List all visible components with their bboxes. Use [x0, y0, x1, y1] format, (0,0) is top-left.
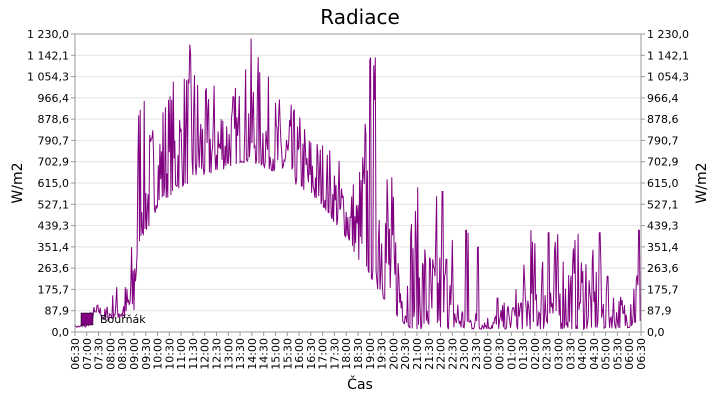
x-tick-label: 14:30 — [258, 338, 271, 370]
x-tick-label: 08:00 — [104, 338, 117, 370]
y-tick-label: 1 142,1 — [647, 49, 689, 62]
x-tick-label: 21:00 — [411, 338, 424, 370]
x-tick-label: 23:00 — [458, 338, 471, 370]
x-tick-label: 04:30 — [588, 338, 601, 370]
x-tick-label: 09:00 — [128, 338, 141, 370]
x-tick-label: 03:00 — [552, 338, 565, 370]
x-tick-label: 20:30 — [399, 338, 412, 370]
y-tick-label: 439,3 — [38, 220, 70, 233]
y-tick-label: 351,4 — [38, 241, 70, 254]
y-tick-label: 1 142,1 — [27, 49, 69, 62]
series-layer — [74, 38, 642, 331]
x-tick-label: 05:00 — [600, 338, 613, 370]
y-tick-label: 878,6 — [38, 113, 70, 126]
y-tick-label: 87,9 — [45, 305, 70, 318]
x-tick-label: 23:30 — [470, 338, 483, 370]
x-tick-label: 17:00 — [317, 338, 330, 370]
x-tick-label: 18:30 — [352, 338, 365, 370]
y-axis-right: 0,0 87,9 175,7 263,6 351,4 439,3 527,1 615,0 702… — [641, 28, 689, 339]
x-tick-label: 19:00 — [364, 338, 377, 370]
x-tick-label: 06:30 — [635, 338, 648, 370]
x-tick-label: 01:00 — [505, 338, 518, 370]
x-tick-label: 05:30 — [611, 338, 624, 370]
y-tick-label: 702,9 — [38, 156, 70, 169]
y-tick-label: 878,6 — [647, 113, 679, 126]
chart-title: Radiace — [320, 5, 400, 29]
y-tick-label: 1 230,0 — [647, 28, 689, 41]
y-tick-label: 175,7 — [38, 283, 70, 296]
y-tick-label: 175,7 — [647, 283, 679, 296]
y-tick-label: 1 054,3 — [647, 71, 689, 84]
y-tick-label: 351,4 — [647, 241, 679, 254]
x-tick-label: 20:00 — [387, 338, 400, 370]
y-tick-label: 1 054,3 — [27, 71, 69, 84]
x-tick-label: 15:30 — [281, 338, 294, 370]
x-tick-label: 22:00 — [435, 338, 448, 370]
x-tick-label: 08:30 — [116, 338, 129, 370]
x-axis: 06:3007:0007:3008:0008:3009:0009:3010:00… — [69, 332, 648, 370]
x-tick-label: 21:30 — [423, 338, 436, 370]
x-tick-label: 07:00 — [81, 338, 94, 370]
y-tick-label: 966,4 — [647, 92, 679, 105]
y-tick-label: 0,0 — [52, 326, 70, 339]
y-tick-label: 615,0 — [647, 177, 679, 190]
x-tick-label: 13:00 — [222, 338, 235, 370]
y-axis-title-right: W/m2 — [694, 162, 710, 203]
series-line-bournak — [74, 38, 642, 331]
legend-swatch — [80, 312, 94, 326]
y-tick-label: 702,9 — [647, 156, 679, 169]
y-tick-label: 87,9 — [647, 305, 672, 318]
x-axis-title: Čas — [347, 375, 373, 393]
x-tick-label: 04:00 — [576, 338, 589, 370]
x-tick-label: 10:30 — [163, 338, 176, 370]
legend-label: Bouřňák — [100, 313, 146, 326]
y-tick-label: 790,7 — [647, 134, 679, 147]
x-tick-label: 10:00 — [152, 338, 165, 370]
x-tick-label: 12:30 — [211, 338, 224, 370]
x-tick-label: 11:30 — [187, 338, 200, 370]
y-tick-label: 615,0 — [38, 177, 70, 190]
x-tick-label: 09:30 — [140, 338, 153, 370]
y-tick-label: 790,7 — [38, 134, 70, 147]
y-tick-label: 966,4 — [38, 92, 70, 105]
x-tick-label: 17:30 — [328, 338, 341, 370]
x-tick-label: 01:30 — [517, 338, 530, 370]
x-tick-label: 13:30 — [234, 338, 247, 370]
y-tick-label: 1 230,0 — [27, 28, 69, 41]
x-tick-label: 16:00 — [293, 338, 306, 370]
x-tick-label: 02:30 — [541, 338, 554, 370]
x-tick-label: 18:00 — [340, 338, 353, 370]
x-tick-label: 16:30 — [305, 338, 318, 370]
x-tick-label: 15:00 — [269, 338, 282, 370]
x-tick-label: 00:00 — [482, 338, 495, 370]
x-tick-label: 02:00 — [529, 338, 542, 370]
x-tick-label: 19:30 — [376, 338, 389, 370]
x-tick-label: 07:30 — [93, 338, 106, 370]
x-tick-label: 22:30 — [446, 338, 459, 370]
y-tick-label: 439,3 — [647, 220, 679, 233]
x-tick-label: 14:00 — [246, 338, 259, 370]
x-tick-label: 00:30 — [494, 338, 507, 370]
y-axis-title-left: W/m2 — [10, 162, 26, 203]
y-tick-label: 0,0 — [647, 326, 665, 339]
y-tick-label: 527,1 — [647, 198, 679, 211]
legend: Bouřňák — [80, 312, 146, 326]
x-tick-label: 12:00 — [199, 338, 212, 370]
y-tick-label: 527,1 — [38, 198, 70, 211]
x-tick-label: 06:00 — [623, 338, 636, 370]
y-tick-label: 263,6 — [647, 262, 679, 275]
y-axis-left: 0,0 87,9 175,7 263,6 351,4 439,3 527,1 615,0 702… — [27, 28, 75, 339]
y-tick-label: 263,6 — [38, 262, 70, 275]
x-tick-label: 11:00 — [175, 338, 188, 370]
x-tick-label: 03:30 — [564, 338, 577, 370]
x-tick-label: 06:30 — [69, 338, 82, 370]
